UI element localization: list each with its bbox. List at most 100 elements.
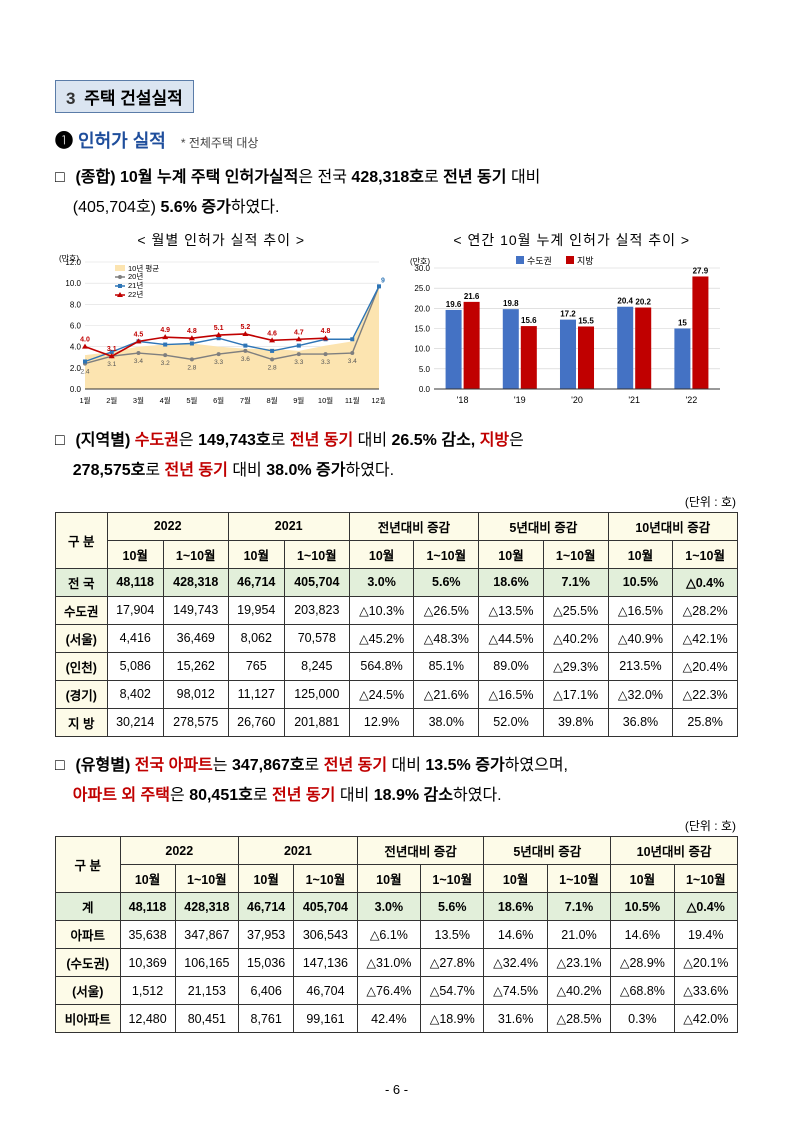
cell: 39.8% xyxy=(543,708,608,736)
cell: 201,881 xyxy=(284,708,349,736)
cell: 19.4% xyxy=(674,921,737,949)
row-head: (경기) xyxy=(56,680,108,708)
col-head: 구 분 xyxy=(56,512,108,568)
para-3: □ (유형별) 전국 아파트는 347,867호로 전년 동기 대비 13.5%… xyxy=(55,751,738,812)
col-head: 2021 xyxy=(228,512,349,540)
svg-text:21.6: 21.6 xyxy=(463,292,479,301)
svg-text:5.2: 5.2 xyxy=(240,324,250,331)
sub-col: 1~10월 xyxy=(284,540,349,568)
cell: 19,954 xyxy=(228,596,284,624)
cell: 0.3% xyxy=(611,1005,674,1033)
cell: 42.4% xyxy=(357,1005,420,1033)
p3-t6: 하였으며, xyxy=(505,757,568,774)
cell: △54.7% xyxy=(421,977,484,1005)
p3-t12: 하였다. xyxy=(453,787,502,804)
cell: 46,714 xyxy=(228,568,284,596)
table-row: (서울)4,41636,4698,06270,578△45.2%△48.3%△4… xyxy=(56,624,738,652)
p1-t3: 로 xyxy=(424,169,439,186)
cell: 31.6% xyxy=(484,1005,547,1033)
p3-t11: 대비 xyxy=(340,787,369,804)
cell: △28.9% xyxy=(611,949,674,977)
cell: 21,153 xyxy=(175,977,239,1005)
svg-text:'18: '18 xyxy=(456,395,468,405)
cell: 10.5% xyxy=(611,893,674,921)
sub-col: 10월 xyxy=(357,865,420,893)
svg-text:3.6: 3.6 xyxy=(241,356,250,363)
cell: △0.4% xyxy=(674,893,737,921)
row-head: 수도권 xyxy=(56,596,108,624)
cell: 13.5% xyxy=(421,921,484,949)
svg-text:1월: 1월 xyxy=(79,395,90,405)
cell: 48,118 xyxy=(120,893,175,921)
p3-t7: 아파트 외 주택 xyxy=(73,787,170,804)
p1-t1: 10월 누계 주택 인허가실적 xyxy=(120,169,298,186)
cell: △27.8% xyxy=(421,949,484,977)
svg-text:6.0: 6.0 xyxy=(70,321,82,330)
cell: 203,823 xyxy=(284,596,349,624)
p2-t2: 은 xyxy=(179,432,194,449)
table-row: (수도권)10,369106,16515,036147,136△31.0%△27… xyxy=(56,949,738,977)
svg-text:15.5: 15.5 xyxy=(578,316,594,325)
cell: △31.0% xyxy=(357,949,420,977)
cell: △28.5% xyxy=(547,1005,610,1033)
table-row: 지 방30,214278,57526,760201,88112.9%38.0%5… xyxy=(56,708,738,736)
col-head: 10년대비 증감 xyxy=(608,512,737,540)
cell: △6.1% xyxy=(357,921,420,949)
cell: 125,000 xyxy=(284,680,349,708)
svg-text:27.9: 27.9 xyxy=(692,266,708,275)
cell: △44.5% xyxy=(479,624,544,652)
sub-col: 1~10월 xyxy=(163,540,228,568)
cell: △22.3% xyxy=(673,680,738,708)
cell: △32.0% xyxy=(608,680,673,708)
cell: 25.8% xyxy=(673,708,738,736)
svg-text:3.4: 3.4 xyxy=(348,358,357,365)
cell: △48.3% xyxy=(414,624,479,652)
cell: △76.4% xyxy=(357,977,420,1005)
cell: △23.1% xyxy=(547,949,610,977)
svg-text:2.8: 2.8 xyxy=(187,364,196,371)
table-row: (서울)1,51221,1536,40646,704△76.4%△54.7%△7… xyxy=(56,977,738,1005)
table-row: 전 국48,118428,31846,714405,7043.0%5.6%18.… xyxy=(56,568,738,596)
svg-text:4.8: 4.8 xyxy=(187,328,197,335)
cell: 98,012 xyxy=(163,680,228,708)
svg-text:7월: 7월 xyxy=(240,395,251,405)
cell: 5,086 xyxy=(107,652,163,680)
cell: △74.5% xyxy=(484,977,547,1005)
cell: 3.0% xyxy=(349,568,414,596)
cell: △42.0% xyxy=(674,1005,737,1033)
svg-text:30.0: 30.0 xyxy=(414,264,430,273)
sub-col: 10월 xyxy=(239,865,294,893)
col-head: 전년대비 증감 xyxy=(349,512,478,540)
svg-text:4.8: 4.8 xyxy=(321,328,331,335)
svg-text:6월: 6월 xyxy=(213,395,224,405)
cell: 405,704 xyxy=(284,568,349,596)
row-head: 비아파트 xyxy=(56,1005,121,1033)
cell: 4,416 xyxy=(107,624,163,652)
svg-text:4.7: 4.7 xyxy=(294,329,304,336)
svg-text:5.1: 5.1 xyxy=(214,325,224,332)
cell: △40.2% xyxy=(543,624,608,652)
svg-text:4.5: 4.5 xyxy=(134,331,144,338)
cell: 1,512 xyxy=(120,977,175,1005)
sub-title: 인허가 실적 xyxy=(78,131,166,151)
p1-t5: 하였다. xyxy=(231,199,280,216)
sub-col: 1~10월 xyxy=(175,865,239,893)
bullet: □ xyxy=(55,426,71,456)
svg-text:3월: 3월 xyxy=(133,395,144,405)
svg-text:20년: 20년 xyxy=(128,271,143,281)
svg-text:21년: 21년 xyxy=(128,280,143,290)
svg-text:20.4: 20.4 xyxy=(617,297,633,306)
svg-text:20.0: 20.0 xyxy=(414,304,430,313)
cell: 70,578 xyxy=(284,624,349,652)
svg-text:4.6: 4.6 xyxy=(267,330,277,337)
svg-text:9.7: 9.7 xyxy=(381,277,385,284)
p3-t10: 전년 동기 xyxy=(272,787,335,804)
table-row: 수도권17,904149,74319,954203,823△10.3%△26.5… xyxy=(56,596,738,624)
svg-text:4.0: 4.0 xyxy=(80,336,90,343)
chart-2-box: < 연간 10월 누계 인허가 실적 추이 > (만호)0.05.010.015… xyxy=(406,230,739,412)
col-head: 2022 xyxy=(107,512,228,540)
cell: △10.3% xyxy=(349,596,414,624)
col-head: 2021 xyxy=(239,837,358,865)
cell: △42.1% xyxy=(673,624,738,652)
cell: 30,214 xyxy=(107,708,163,736)
